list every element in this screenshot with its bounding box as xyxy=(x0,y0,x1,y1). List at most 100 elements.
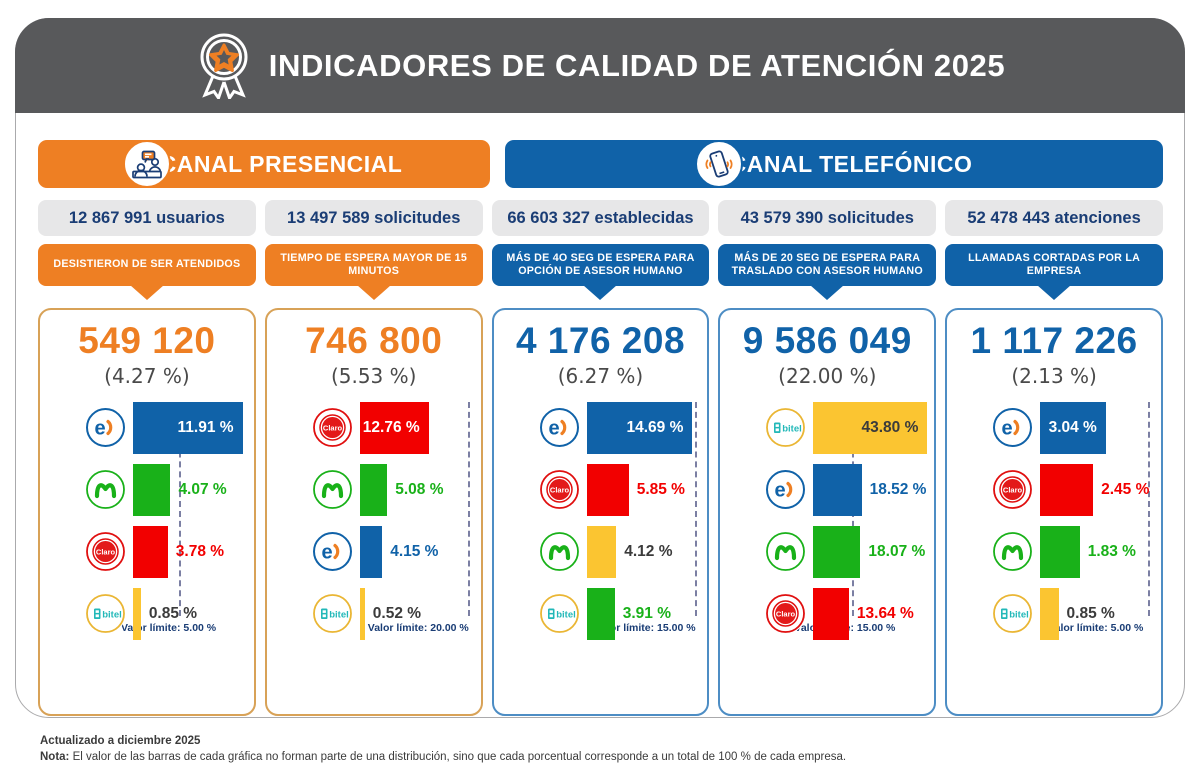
bar-row: bitel 3.91 % xyxy=(494,587,708,640)
bar-value-label: 13.64 % xyxy=(856,604,914,622)
indicator-title-text: MÁS DE 20 SEG DE ESPERA PARA TRASLADO CO… xyxy=(731,251,923,277)
bar-row: e 18.52 % xyxy=(720,463,934,516)
indicator-title-text: MÁS DE 4O SEG DE ESPERA PARA OPCIÓN DE A… xyxy=(506,251,695,277)
bar-value-label: 5.08 % xyxy=(395,480,444,498)
claro-logo: Claro xyxy=(538,469,580,511)
bar-value-label: 11.91 % xyxy=(177,418,234,436)
bar-value-label: 5.85 % xyxy=(636,480,685,498)
limit-threshold-line xyxy=(1148,401,1151,616)
indicator-chart-card: 746 800 (5.53 %) Claro 12.76 % 5.08 % e 4… xyxy=(264,308,483,716)
bar-value-label: 0.85 % xyxy=(1066,604,1115,622)
bar-value-label: 18.52 % xyxy=(869,480,927,498)
indicator-title-pill: MÁS DE 20 SEG DE ESPERA PARA TRASLADO CO… xyxy=(718,244,937,300)
bar-row: Claro 12.76 % xyxy=(267,401,481,454)
bar-value-label: 4.07 % xyxy=(178,480,227,498)
indicator-column: 43 579 390 solicitudes MÁS DE 20 SEG DE E… xyxy=(718,200,937,716)
limit-threshold-line xyxy=(179,401,181,616)
banner-label-telefonico: CANAL TELEFÓNICO xyxy=(729,150,973,177)
bar-claro xyxy=(586,463,629,516)
bar-entel: 3.04 % xyxy=(1040,401,1106,454)
indicator-total: 746 800 xyxy=(305,320,443,361)
svg-text:bitel: bitel xyxy=(329,610,349,621)
footer: Actualizado a diciembre 2025 Nota: El va… xyxy=(40,735,1160,763)
bar-row: 4.12 % xyxy=(494,525,708,578)
award-medal-icon xyxy=(195,33,253,101)
indicator-total-percent: (5.53 %) xyxy=(330,363,417,388)
svg-text:bitel: bitel xyxy=(783,424,803,435)
indicator-total-percent: (22.00 %) xyxy=(778,363,877,388)
claro-logo: Claro xyxy=(765,593,807,635)
bar-value-label: 1.83 % xyxy=(1087,542,1136,560)
down-arrow-icon xyxy=(129,285,164,300)
down-arrow-icon xyxy=(583,285,618,300)
bar-row: 5.08 % xyxy=(267,463,481,516)
bar-value-label: 4.12 % xyxy=(624,542,673,560)
banner-canal-telefonico: CANAL TELEFÓNICO xyxy=(505,140,1163,188)
bar-value-label: 3.91 % xyxy=(622,604,671,622)
svg-text:bitel: bitel xyxy=(102,610,122,621)
bitel-logo: bitel xyxy=(765,407,807,449)
indicator-chart-card: 9 586 049 (22.00 %) bitel 43.80 % e 18.52… xyxy=(718,308,937,716)
bar-value-label: 12.76 % xyxy=(362,418,420,436)
bar-movistar xyxy=(813,525,861,578)
bar-row: e 14.69 % xyxy=(494,401,708,454)
svg-text:bitel: bitel xyxy=(1009,610,1029,621)
indicator-chart-card: 4 176 208 (6.27 %) e 14.69 % Claro 5.85 %… xyxy=(491,308,710,716)
bar-row: Claro 2.45 % xyxy=(947,463,1161,516)
indicator-total-percent: (4.27 %) xyxy=(104,363,190,388)
bar-value-label: 4.15 % xyxy=(390,542,439,560)
bar-value-label: 3.78 % xyxy=(175,542,225,560)
footer-note-text: El valor de las barras de cada gráfica n… xyxy=(69,751,847,763)
entel-logo: e xyxy=(85,407,126,449)
limit-value-label: Valor límite: 5.00 % xyxy=(1048,621,1144,634)
bitel-logo: bitel xyxy=(992,593,1034,635)
indicator-title-text: LLAMADAS CORTADAS POR LA EMPRESA xyxy=(968,251,1141,277)
count-pill: 13 497 589 solicitudes xyxy=(264,200,483,236)
bar-row: bitel 0.52 % xyxy=(267,587,481,640)
bar-bitel xyxy=(586,587,615,640)
indicator-columns: 12 867 991 usuarios DESISTIERON DE SER AT… xyxy=(38,200,1163,716)
limit-threshold-line xyxy=(467,401,470,616)
indicator-total: 549 120 xyxy=(78,320,216,361)
bar-value-label: 14.69 % xyxy=(626,418,684,436)
svg-text:e: e xyxy=(321,542,332,564)
indicator-chart-card: 1 117 226 (2.13 %) e 3.04 % Claro 2.45 % … xyxy=(945,308,1163,716)
indicator-column: 52 478 443 atenciones LLAMADAS CORTADAS P… xyxy=(945,200,1163,716)
entel-logo: e xyxy=(311,531,353,573)
page-title: INDICADORES DE CALIDAD DE ATENCIÓN 2025 xyxy=(268,47,1006,83)
bar-value-label: 0.85 % xyxy=(148,604,198,622)
indicator-chart-card: 549 120 (4.27 %) e 11.91 % 4.07 % Claro 3… xyxy=(38,308,256,716)
indicator-column: 12 867 991 usuarios DESISTIERON DE SER AT… xyxy=(38,200,256,716)
movistar-logo xyxy=(538,531,580,573)
bar-row: e 4.15 % xyxy=(267,525,481,578)
entel-logo: e xyxy=(765,469,807,511)
bar-bitel xyxy=(359,587,365,640)
down-arrow-icon xyxy=(810,285,845,300)
bar-value-label: 3.04 % xyxy=(1048,418,1097,436)
count-pill: 12 867 991 usuarios xyxy=(38,200,256,236)
movistar-logo xyxy=(85,469,126,511)
bar-row: e 11.91 % xyxy=(40,401,254,454)
down-arrow-icon xyxy=(356,285,391,300)
indicator-total: 9 586 049 xyxy=(742,320,912,361)
bar-chart: e 14.69 % Claro 5.85 % 4.12 % bitel 3.91… xyxy=(494,401,708,642)
bar-row: bitel 0.85 % xyxy=(947,587,1161,640)
banner-canal-presencial: CANAL PRESENCIAL xyxy=(38,140,490,188)
count-pill: 66 603 327 establecidas xyxy=(491,200,710,236)
bar-value-label: 18.07 % xyxy=(868,542,926,560)
indicator-title-pill: LLAMADAS CORTADAS POR LA EMPRESA xyxy=(945,244,1163,300)
bar-entel: 11.91 % xyxy=(133,401,243,454)
limit-value-label: Valor límite: 20.00 % xyxy=(367,621,469,634)
bar-row: 1.83 % xyxy=(947,525,1161,578)
bar-bitel xyxy=(1040,587,1059,640)
bar-claro: 12.76 % xyxy=(359,401,429,454)
bitel-logo: bitel xyxy=(538,593,580,635)
svg-text:e: e xyxy=(1002,418,1013,440)
limit-threshold-line xyxy=(694,401,697,616)
bar-bitel: 43.80 % xyxy=(813,401,928,454)
indicator-title-pill: TIEMPO DE ESPERA MAYOR DE 15 MINUTOS xyxy=(264,244,483,300)
claro-logo: Claro xyxy=(992,469,1034,511)
footer-note: Nota: El valor de las barras de cada grá… xyxy=(40,751,1160,763)
indicator-total-percent: (6.27 %) xyxy=(557,363,644,388)
indicator-column: 66 603 327 establecidas MÁS DE 4O SEG DE … xyxy=(491,200,710,716)
